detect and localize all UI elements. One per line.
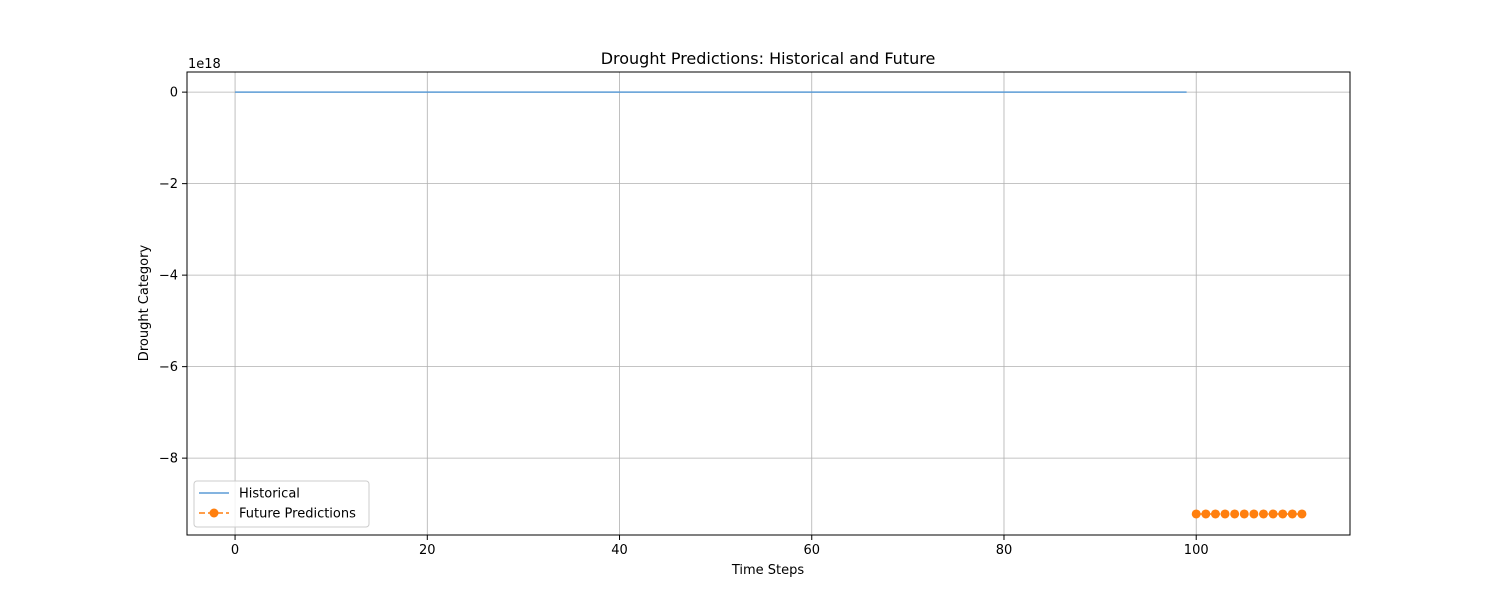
- legend: Historical Future Predictions: [193, 480, 370, 528]
- chart-title: Drought Predictions: Historical and Futu…: [601, 49, 936, 68]
- y-tick-label: 0: [170, 86, 178, 101]
- x-tick-label: 100: [1184, 543, 1209, 558]
- x-tick-label: 0: [231, 543, 239, 558]
- x-tick-label: 60: [803, 543, 820, 558]
- future-point: [1297, 509, 1307, 519]
- future-point: [1210, 509, 1220, 519]
- future-point: [1278, 509, 1288, 519]
- y-offset-text: 1e18: [188, 57, 221, 72]
- x-tick-label: 80: [996, 543, 1013, 558]
- future-point: [1220, 509, 1230, 519]
- future-point: [1287, 509, 1297, 519]
- future-point: [1249, 509, 1259, 519]
- future-point: [1268, 509, 1278, 519]
- future-point: [1258, 509, 1268, 519]
- x-axis-ticks: 0 20 40 60 80 100: [231, 535, 1209, 558]
- future-point: [1191, 509, 1201, 519]
- plot-frame: [186, 71, 1351, 536]
- x-axis-label: Time Steps: [731, 563, 805, 578]
- x-tick-label: 20: [419, 543, 436, 558]
- x-tick-label: 40: [611, 543, 628, 558]
- future-point: [1230, 509, 1240, 519]
- y-tick-label: −6: [159, 360, 178, 375]
- y-tick-label: −2: [159, 177, 178, 192]
- y-axis-label: Drought Category: [137, 245, 152, 362]
- legend-future-marker: [209, 508, 219, 518]
- y-axis-ticks: 0 −2 −4 −6 −8: [159, 86, 187, 467]
- data-series: [235, 91, 1307, 519]
- legend-future-label: Future Predictions: [239, 507, 356, 522]
- y-tick-label: −8: [159, 452, 178, 467]
- future-point: [1239, 509, 1249, 519]
- future-point: [1201, 509, 1211, 519]
- legend-historical-label: Historical: [239, 487, 300, 502]
- legend-box: [193, 480, 370, 528]
- y-tick-label: −4: [159, 269, 178, 284]
